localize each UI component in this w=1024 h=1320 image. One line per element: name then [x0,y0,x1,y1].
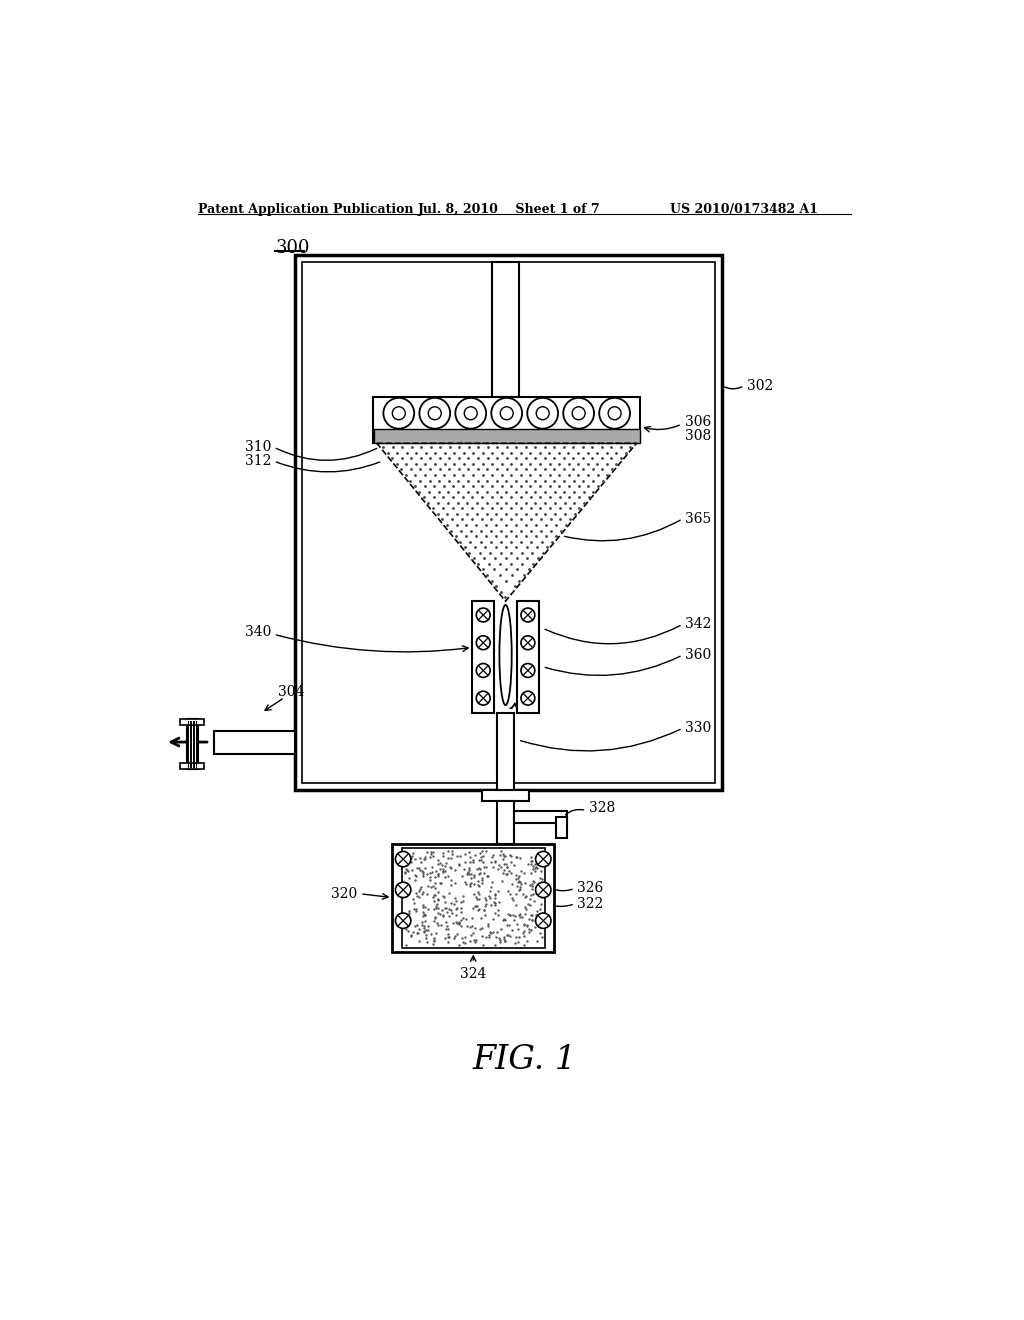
Bar [214,730,295,754]
Circle shape [563,397,594,429]
Circle shape [521,664,535,677]
Polygon shape [377,444,637,601]
Circle shape [392,407,406,420]
Circle shape [521,609,535,622]
Text: 308: 308 [685,429,712,442]
Text: 342: 342 [685,618,712,631]
Circle shape [428,407,441,420]
Circle shape [476,692,490,705]
Text: 304: 304 [279,685,305,700]
Circle shape [395,913,411,928]
Circle shape [536,913,551,928]
Bar [517,601,539,713]
Circle shape [464,407,477,420]
Bar [373,397,640,444]
Circle shape [476,636,490,649]
Bar [301,261,715,783]
Bar [180,719,205,725]
Text: Patent Application Publication: Patent Application Publication [199,203,414,216]
Circle shape [395,882,411,898]
Text: 340: 340 [245,624,271,639]
Circle shape [527,397,558,429]
Bar [497,713,514,789]
Circle shape [456,397,486,429]
Bar [392,843,554,952]
Circle shape [395,851,411,867]
Text: 300: 300 [275,239,310,257]
Bar [472,601,494,713]
Circle shape [476,609,490,622]
Text: 324: 324 [460,966,486,981]
Text: 312: 312 [245,454,271,469]
Bar [374,429,640,444]
Text: 365: 365 [685,512,712,525]
Circle shape [572,407,585,420]
Text: 326: 326 [578,882,603,895]
Circle shape [476,664,490,677]
Text: 302: 302 [746,379,773,392]
Bar [497,801,514,843]
Text: Jul. 8, 2010    Sheet 1 of 7: Jul. 8, 2010 Sheet 1 of 7 [418,203,600,216]
Bar [186,719,198,770]
Circle shape [537,407,549,420]
Text: FIG. 1: FIG. 1 [473,1044,577,1076]
Text: 360: 360 [685,648,712,663]
Text: US 2010/0173482 A1: US 2010/0173482 A1 [670,203,817,216]
Circle shape [383,397,414,429]
Circle shape [521,636,535,649]
Bar [401,847,545,948]
Circle shape [501,407,513,420]
Text: 328: 328 [589,800,615,814]
Circle shape [599,397,630,429]
Bar [556,817,567,838]
Bar [514,810,567,822]
Text: 322: 322 [578,896,603,911]
Bar [180,763,205,770]
Text: 320: 320 [332,887,357,900]
Circle shape [521,692,535,705]
Bar [295,255,722,789]
Circle shape [608,407,622,420]
Text: 306: 306 [685,414,712,429]
Text: 310: 310 [245,440,271,454]
Bar [493,261,518,397]
Circle shape [492,397,522,429]
Circle shape [536,882,551,898]
Circle shape [536,851,551,867]
Ellipse shape [500,605,512,705]
Text: 330: 330 [685,721,712,735]
Bar [374,429,640,444]
Bar [482,789,528,801]
Circle shape [420,397,451,429]
